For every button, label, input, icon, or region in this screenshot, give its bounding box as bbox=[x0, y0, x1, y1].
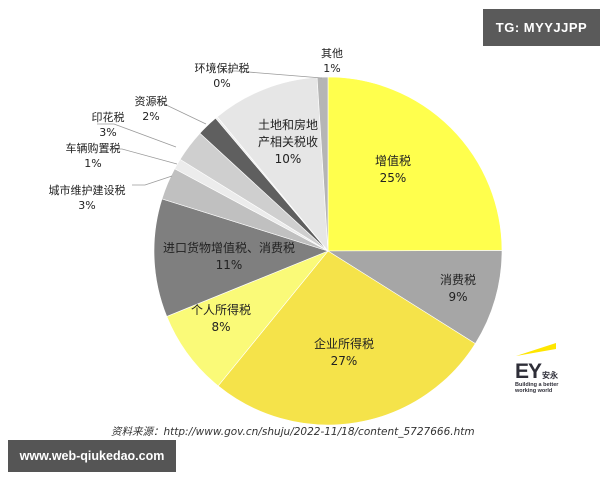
pie-slice bbox=[153, 198, 329, 317]
label-vat: 增值税 25% bbox=[374, 154, 412, 185]
pie-slice bbox=[327, 76, 503, 252]
watermark-bottom-link[interactable]: www.web-qiukedao.com bbox=[8, 440, 176, 472]
label-import-tax: 进口货物增值税、消费税 11% bbox=[162, 241, 296, 272]
label-other: 其他 1% bbox=[321, 47, 343, 75]
watermark-top: TG: MYYJJPP bbox=[483, 9, 600, 46]
label-env-tax: 环境保护税 0% bbox=[194, 62, 250, 90]
label-corporate-tax: 企业所得税 27% bbox=[313, 337, 375, 368]
leader-lines bbox=[97, 70, 323, 186]
label-stamp-tax: 印花税 3% bbox=[91, 111, 125, 139]
label-urban-tax: 城市维护建设税 3% bbox=[48, 184, 126, 212]
label-land-tax: 土地和房地 产相关税收 10% bbox=[257, 118, 319, 166]
label-consumption-tax: 消费税 9% bbox=[439, 273, 477, 304]
label-personal-tax: 个人所得税 8% bbox=[190, 303, 252, 334]
ey-beam-icon bbox=[516, 343, 556, 356]
pie-slice bbox=[217, 250, 476, 426]
label-resource-tax: 资源税 2% bbox=[134, 95, 168, 123]
label-vehicle-tax: 车辆购置税 1% bbox=[65, 142, 121, 170]
ey-logo-mark: EY安永 bbox=[515, 360, 559, 383]
source-citation: 资料来源：http://www.gov.cn/shuju/2022-11/18/… bbox=[111, 426, 475, 438]
ey-logo: EY安永 Building a better working world bbox=[515, 360, 575, 394]
pie-slice bbox=[326, 250, 503, 345]
